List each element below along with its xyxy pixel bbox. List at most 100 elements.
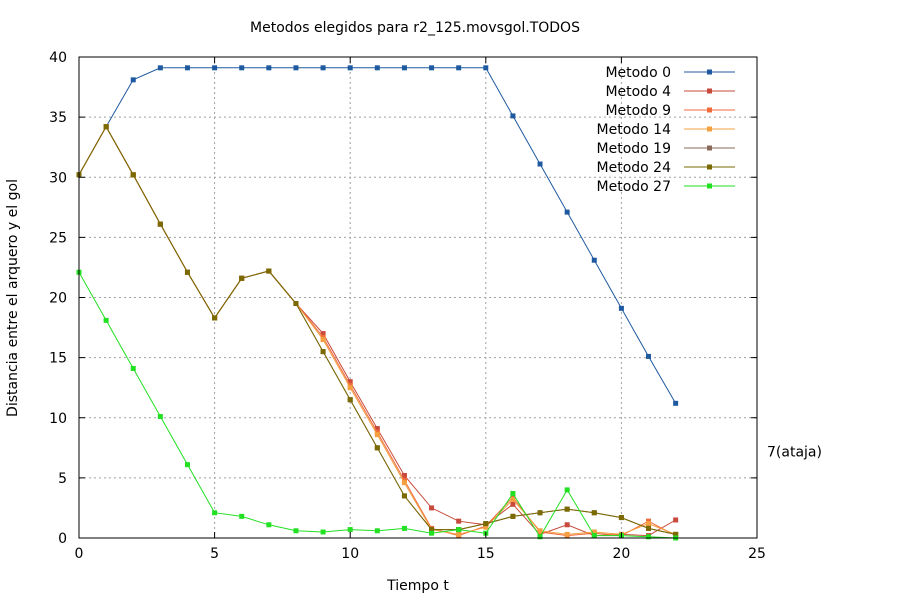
y-tick-label: 30 xyxy=(49,170,67,186)
legend-swatch-marker xyxy=(707,164,712,170)
series-3 xyxy=(76,124,679,537)
y-tick-label: 20 xyxy=(49,291,67,307)
data-point xyxy=(103,124,109,130)
data-point xyxy=(483,65,489,71)
data-point xyxy=(212,510,218,516)
tick-labels: 0 5 10 15 20 25 0 5 10 15 20 25 30 35 40 xyxy=(49,50,766,562)
data-point xyxy=(239,65,245,71)
legend-label: Metodo 19 xyxy=(597,141,671,157)
data-point xyxy=(429,65,435,71)
data-point xyxy=(564,506,570,512)
chart-title: Metodos elegidos para r2_125.movsgol.TOD… xyxy=(250,20,580,36)
data-point xyxy=(510,497,516,503)
data-point xyxy=(374,445,380,451)
data-point xyxy=(483,521,489,527)
legend-label: Metodo 27 xyxy=(597,179,671,195)
series-4 xyxy=(76,124,679,537)
data-point xyxy=(483,524,489,530)
data-point xyxy=(673,400,679,406)
legend-label: Metodo 4 xyxy=(605,84,671,100)
legend-swatch-marker xyxy=(707,126,712,132)
y-tick-label: 40 xyxy=(49,50,67,66)
data-point xyxy=(239,275,245,281)
legend-item: Metodo 9 xyxy=(605,103,735,119)
data-point xyxy=(320,65,326,71)
data-point xyxy=(347,527,353,533)
data-point xyxy=(429,527,435,533)
legend-label: Metodo 24 xyxy=(597,160,672,176)
data-point xyxy=(591,533,597,539)
legend-item: Metodo 14 xyxy=(597,122,735,138)
data-point xyxy=(591,529,597,535)
data-point xyxy=(456,518,462,524)
legend-label: Metodo 0 xyxy=(605,65,671,81)
data-point xyxy=(374,528,380,534)
data-point xyxy=(266,268,272,274)
data-point xyxy=(618,515,624,521)
y-axis-label: Distancia entre el arquero y el gol xyxy=(5,179,21,417)
data-point xyxy=(564,522,570,528)
data-point xyxy=(646,353,652,359)
data-point xyxy=(184,269,190,275)
data-point xyxy=(618,305,624,311)
x-tick-label: 15 xyxy=(477,546,495,562)
data-point xyxy=(456,65,462,71)
x-tick-label: 0 xyxy=(75,546,84,562)
legend-swatch-marker xyxy=(707,145,712,151)
data-point xyxy=(157,65,163,71)
data-point xyxy=(347,65,353,71)
x-axis-label: Tiempo t xyxy=(386,578,449,594)
data-point xyxy=(646,525,652,531)
y-tick-label: 15 xyxy=(49,351,67,367)
x-tick-label: 20 xyxy=(612,546,630,562)
legend-item: Metodo 24 xyxy=(597,160,735,176)
data-point xyxy=(293,65,299,71)
legend-swatch-marker xyxy=(707,88,712,94)
legend: Metodo 0 Metodo 4 Metodo 9 Metodo 14 Metodo … xyxy=(597,65,735,195)
series-0 xyxy=(103,65,679,406)
series-line xyxy=(78,125,676,535)
data-point xyxy=(456,531,462,537)
data-point xyxy=(564,531,570,537)
data-point xyxy=(293,528,299,534)
data-point xyxy=(212,315,218,321)
series-2 xyxy=(76,124,679,539)
data-point xyxy=(347,379,353,385)
series-line xyxy=(78,125,676,537)
data-point xyxy=(266,65,272,71)
annotation-label: 7(ataja) xyxy=(767,444,822,460)
data-point xyxy=(673,531,679,537)
legend-swatch-marker xyxy=(707,107,712,113)
data-point xyxy=(537,510,543,516)
data-point xyxy=(184,462,190,468)
series-6 xyxy=(76,269,679,541)
data-point xyxy=(320,337,326,343)
data-point xyxy=(401,472,407,478)
y-tick-label: 25 xyxy=(49,230,67,246)
data-point xyxy=(510,513,516,519)
data-point xyxy=(401,525,407,531)
data-point xyxy=(673,517,679,523)
grid xyxy=(79,57,757,538)
legend-label: Metodo 9 xyxy=(605,103,671,119)
data-point xyxy=(266,522,272,528)
data-point xyxy=(564,487,570,493)
legend-swatch-marker xyxy=(707,183,712,189)
legend-label: Metodo 14 xyxy=(597,122,672,138)
data-point xyxy=(320,331,326,337)
series-line xyxy=(78,271,676,539)
series-line xyxy=(78,125,676,537)
data-point xyxy=(320,349,326,355)
data-point xyxy=(537,161,543,167)
series-line xyxy=(78,125,676,535)
x-tick-label: 25 xyxy=(748,546,766,562)
data-point xyxy=(157,414,163,420)
series-1 xyxy=(76,124,679,539)
data-point xyxy=(347,385,353,391)
data-point xyxy=(510,491,516,497)
data-point xyxy=(103,317,109,323)
data-point xyxy=(184,65,190,71)
data-point xyxy=(429,530,435,536)
data-point xyxy=(130,172,136,178)
